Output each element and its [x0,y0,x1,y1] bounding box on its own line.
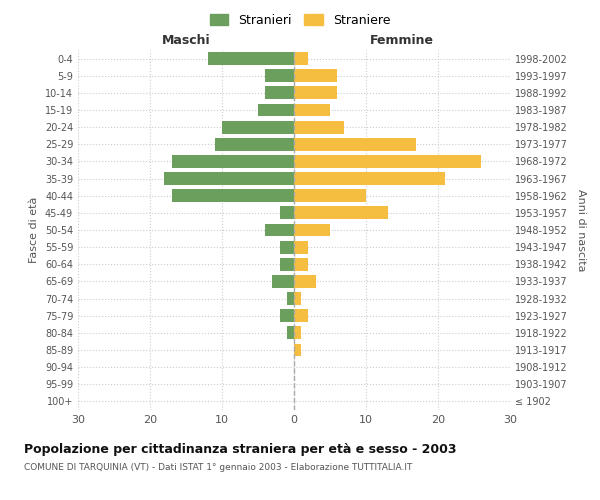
Bar [294,104,330,117]
Bar [294,52,308,65]
Bar [294,258,308,270]
Y-axis label: Anni di nascita: Anni di nascita [576,188,586,271]
Bar [280,258,294,270]
Legend: Stranieri, Straniere: Stranieri, Straniere [205,8,395,32]
Y-axis label: Fasce di età: Fasce di età [29,197,39,263]
Bar [215,138,294,150]
Bar [294,224,330,236]
Text: Maschi: Maschi [161,34,211,46]
Bar [272,275,294,288]
Text: Femmine: Femmine [370,34,434,46]
Bar [294,326,301,340]
Bar [294,120,344,134]
Bar [280,240,294,254]
Bar [164,172,294,185]
Bar [208,52,294,65]
Text: COMUNE DI TARQUINIA (VT) - Dati ISTAT 1° gennaio 2003 - Elaborazione TUTTITALIA.: COMUNE DI TARQUINIA (VT) - Dati ISTAT 1°… [24,462,412,471]
Bar [294,172,445,185]
Bar [172,155,294,168]
Bar [172,190,294,202]
Text: Popolazione per cittadinanza straniera per età e sesso - 2003: Popolazione per cittadinanza straniera p… [24,442,457,456]
Bar [265,86,294,100]
Bar [294,138,416,150]
Bar [294,344,301,356]
Bar [294,275,316,288]
Bar [287,292,294,305]
Bar [294,240,308,254]
Bar [280,206,294,220]
Bar [294,206,388,220]
Bar [294,190,366,202]
Bar [280,310,294,322]
Bar [258,104,294,117]
Bar [294,70,337,82]
Bar [294,310,308,322]
Bar [294,292,301,305]
Bar [294,155,481,168]
Bar [294,86,337,100]
Bar [265,70,294,82]
Bar [287,326,294,340]
Bar [222,120,294,134]
Bar [265,224,294,236]
